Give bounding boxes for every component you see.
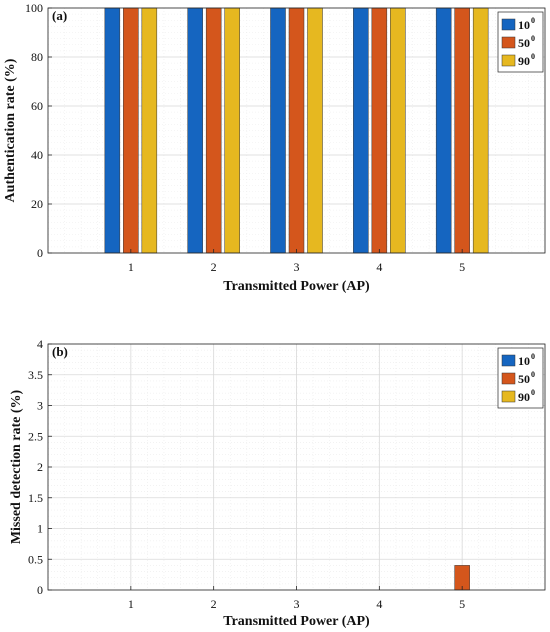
x-tick-label: 1 (128, 597, 134, 611)
legend-superscript: 0 (531, 52, 535, 61)
y-tick-label: 1.5 (28, 491, 43, 505)
y-axis-title: Missed detection rate (%) (9, 389, 24, 544)
bar-50-2 (205, 7, 222, 254)
legend: 10 050 090 0 (497, 347, 544, 409)
x-tick-label: 3 (294, 260, 300, 274)
legend-swatch-90 (501, 54, 516, 67)
bar-10-3 (270, 7, 286, 254)
legend-swatch-10 (501, 18, 516, 31)
x-tick-label: 2 (211, 260, 217, 274)
legend-superscript: 0 (531, 352, 535, 361)
legend-label-50: 50 (518, 372, 530, 386)
panel-label: (a) (52, 8, 67, 23)
bar-90-4 (390, 7, 406, 254)
y-tick-label: 0 (37, 246, 43, 260)
bar-50-3 (288, 7, 305, 254)
legend-label-90: 90 (518, 390, 530, 404)
legend-swatch-50 (501, 36, 516, 49)
x-tick-label: 5 (459, 260, 465, 274)
bar-50-4 (371, 7, 388, 254)
y-tick-label: 40 (31, 148, 43, 162)
y-tick-label: 20 (31, 197, 43, 211)
legend-label-10: 10 (518, 354, 530, 368)
y-tick-label: 0.5 (28, 552, 43, 566)
bar-90-2 (224, 7, 240, 254)
bar-10-5 (435, 7, 452, 254)
bar-90-5 (472, 7, 489, 254)
legend-superscript: 0 (531, 34, 535, 43)
y-tick-label: 4 (37, 337, 43, 351)
legend: 10 050 090 0 (497, 11, 544, 73)
y-tick-label: 3 (37, 399, 43, 413)
legend-label-90: 90 (518, 54, 530, 68)
legend-swatch-90 (501, 390, 516, 403)
x-tick-label: 4 (376, 597, 382, 611)
legend-superscript: 0 (531, 388, 535, 397)
bar-90-1 (141, 7, 158, 254)
y-tick-label: 2.5 (28, 429, 43, 443)
legend-superscript: 0 (531, 370, 535, 379)
y-tick-label: 80 (31, 50, 43, 64)
x-tick-label: 2 (211, 597, 217, 611)
x-tick-label: 4 (376, 260, 382, 274)
legend-label-50: 50 (518, 36, 530, 50)
y-tick-label: 3.5 (28, 368, 43, 382)
bar-10-2 (187, 7, 203, 254)
bar-10-4 (353, 7, 369, 254)
panel-label: (b) (52, 344, 68, 359)
chart-panel-b: 1 2 3 4 500.511.522.533.54 (b)Transmitted Pow… (9, 337, 546, 629)
y-tick-label: 60 (31, 99, 43, 113)
x-tick-label: 5 (459, 597, 465, 611)
y-axis-title: Authentication rate (%) (3, 58, 18, 202)
legend-swatch-50 (501, 372, 516, 385)
bar-50-1 (123, 7, 139, 254)
bar-10-1 (104, 7, 121, 254)
x-tick-label: 1 (128, 260, 134, 274)
y-tick-label: 0 (37, 583, 43, 597)
bar-90-3 (307, 7, 323, 254)
x-axis-title: Transmitted Power (AP) (223, 614, 370, 629)
legend-label-10: 10 (518, 18, 530, 32)
y-tick-label: 1 (37, 522, 43, 536)
x-tick-label: 3 (294, 597, 300, 611)
bar-50-5 (454, 7, 470, 254)
x-axis-title: Transmitted Power (AP) (223, 279, 370, 294)
y-tick-label: 100 (25, 1, 43, 15)
legend-superscript: 0 (531, 16, 535, 25)
legend-swatch-10 (501, 354, 516, 367)
y-tick-label: 2 (37, 460, 43, 474)
